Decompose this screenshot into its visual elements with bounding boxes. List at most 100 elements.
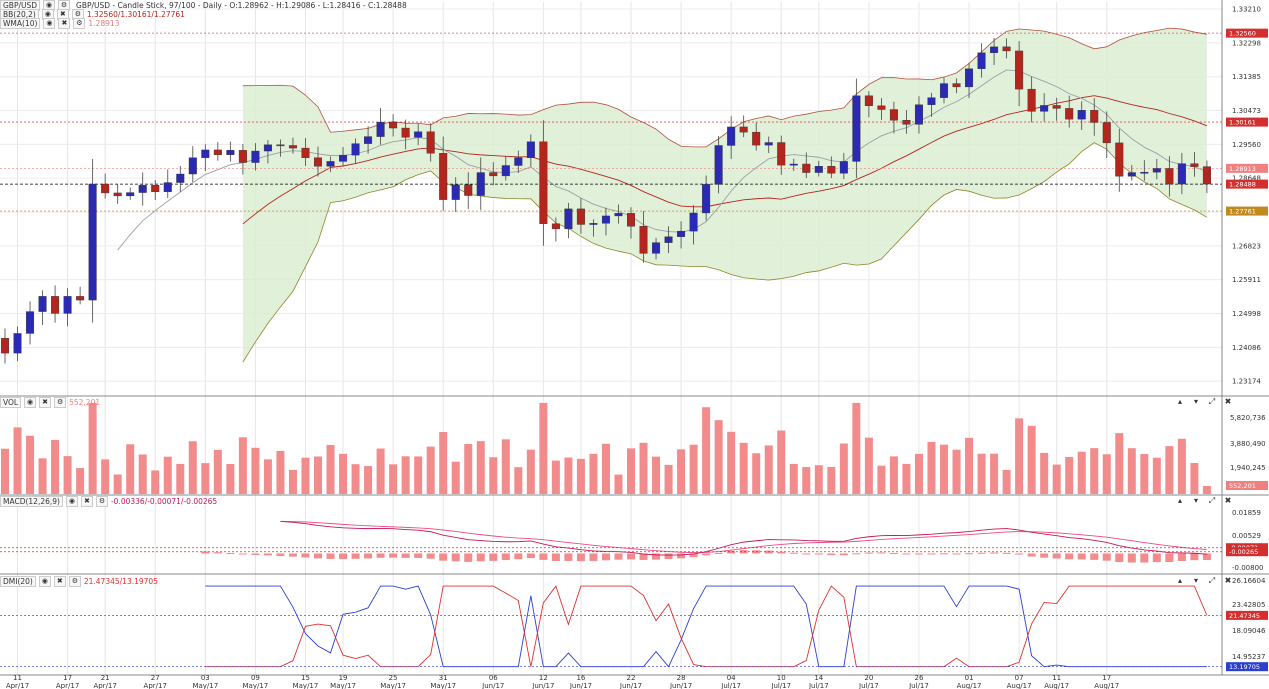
x-tick-day: 03 [201, 674, 210, 682]
volume-bar [965, 437, 974, 494]
x-tick-day: 28 [677, 674, 686, 682]
x-tick-month: Aug/17 [1044, 682, 1069, 689]
volume-bar [977, 453, 986, 494]
candle-body [589, 223, 598, 225]
gear-icon[interactable]: ⚙ [54, 397, 67, 408]
volume-bar [1090, 448, 1099, 494]
x-tick-day: 06 [489, 674, 498, 682]
x-tick-month: Jul/17 [858, 682, 879, 689]
move-up-icon[interactable]: ▴ [1177, 496, 1182, 505]
dmi-indicator-name[interactable]: DMI(20) [0, 576, 36, 587]
close-icon[interactable]: ✖ [58, 18, 71, 29]
macd-histogram-bar [852, 553, 861, 555]
dmi-tick-label: 26.16604 [1232, 577, 1266, 585]
volume-bar [138, 454, 147, 494]
maximize-icon[interactable]: ⤢ [1208, 576, 1216, 585]
vol-indicator-name[interactable]: VOL [0, 397, 22, 408]
x-tick-day: 11 [13, 674, 22, 682]
candle-body [126, 192, 135, 197]
candle-body [401, 127, 410, 138]
close-icon[interactable]: ✖ [39, 397, 52, 408]
move-up-icon[interactable]: ▴ [1177, 576, 1182, 585]
candle-body [439, 153, 448, 200]
close-icon[interactable]: ✖ [1224, 576, 1232, 585]
volume-bar [88, 402, 97, 494]
candle-body [489, 172, 498, 177]
price-tag [1226, 117, 1268, 127]
x-tick-day: 19 [339, 674, 348, 682]
volume-bar [889, 456, 898, 494]
volume-bar [940, 444, 948, 494]
macd-tick-label: 0.00529 [1232, 532, 1261, 540]
macd-histogram-bar [238, 553, 247, 555]
dmi-tag [1226, 610, 1268, 620]
eye-icon[interactable]: ◉ [38, 576, 51, 587]
volume-bar [1052, 464, 1061, 494]
volume-bar [589, 453, 598, 494]
gear-icon[interactable]: ⚙ [68, 576, 81, 587]
close-icon[interactable]: ✖ [1224, 496, 1232, 505]
candle-body [351, 143, 360, 156]
close-icon[interactable]: ✖ [53, 576, 66, 587]
x-tick-month: Apr/17 [144, 682, 167, 689]
volume-bar [852, 402, 861, 494]
eye-icon[interactable]: ◉ [65, 496, 78, 507]
move-down-icon[interactable]: ▾ [1193, 576, 1198, 585]
candle-body [664, 236, 673, 243]
eye-icon[interactable]: ◉ [24, 397, 37, 408]
x-tick-month: May/17 [330, 682, 356, 689]
volume-bar [1177, 438, 1186, 494]
move-down-icon[interactable]: ▾ [1193, 397, 1198, 406]
macd-histogram-bar [1127, 553, 1136, 563]
volume-bar [601, 443, 610, 494]
macd-histogram-bar [526, 553, 535, 559]
volume-bar [1202, 486, 1211, 494]
volume-bar [26, 435, 35, 494]
volume-bar [1027, 425, 1036, 494]
dmi-tag [1226, 662, 1268, 672]
gear-icon[interactable]: ⚙ [73, 18, 86, 29]
gear-icon[interactable]: ⚙ [95, 496, 108, 507]
macd-histogram-bar [1090, 553, 1099, 560]
vol-header: VOL ◉ ✖ ⚙ 552,201 [0, 397, 100, 408]
close-icon[interactable]: ✖ [1224, 397, 1232, 406]
macd-signal-line [280, 520, 1207, 554]
candle-body [727, 126, 736, 146]
macd-histogram-bar [814, 553, 823, 555]
candle-body [339, 154, 348, 162]
macd-histogram-bar [263, 553, 272, 556]
move-up-icon[interactable]: ▴ [1177, 397, 1182, 406]
macd-histogram-bar [489, 553, 498, 561]
macd-histogram-bar [614, 553, 623, 560]
candle-body [965, 68, 974, 88]
macd-histogram-bar [1165, 553, 1174, 563]
volume-bar [1065, 456, 1074, 494]
macd-header: MACD(12,26,9) ◉ ✖ ⚙ -0.00336/-0.00071/-0… [0, 496, 217, 507]
candle-body [526, 141, 535, 158]
candle-body [614, 213, 623, 217]
close-icon[interactable]: ✖ [80, 496, 93, 507]
candle-body [1190, 163, 1199, 167]
x-tick-month: Jun/17 [619, 682, 642, 689]
eye-icon[interactable]: ◉ [43, 18, 56, 29]
macd-histogram-bar [226, 553, 235, 555]
maximize-icon[interactable]: ⤢ [1208, 496, 1216, 505]
macd-histogram-bar [288, 553, 297, 557]
wma-header: WMA(10) ◉ ✖ ⚙ 1.28913 [0, 18, 119, 29]
volume-bar [1015, 418, 1024, 494]
move-down-icon[interactable]: ▾ [1193, 496, 1198, 505]
macd-histogram-bar [1177, 553, 1186, 561]
wma-indicator-name[interactable]: WMA(10) [0, 18, 41, 29]
volume-bar [288, 469, 297, 494]
maximize-icon[interactable]: ⤢ [1208, 397, 1216, 406]
x-tick-month: Jun/17 [669, 682, 692, 689]
volume-bar [1165, 446, 1174, 494]
dmi-minus-line [205, 585, 1207, 668]
x-tick-month: Jul/17 [770, 682, 791, 689]
candle-body [1202, 166, 1211, 185]
price-tag [1226, 206, 1268, 216]
candle-body [714, 145, 723, 185]
macd-indicator-name[interactable]: MACD(12,26,9) [0, 496, 63, 507]
volume-bar [464, 444, 473, 494]
candle-body [501, 165, 510, 177]
